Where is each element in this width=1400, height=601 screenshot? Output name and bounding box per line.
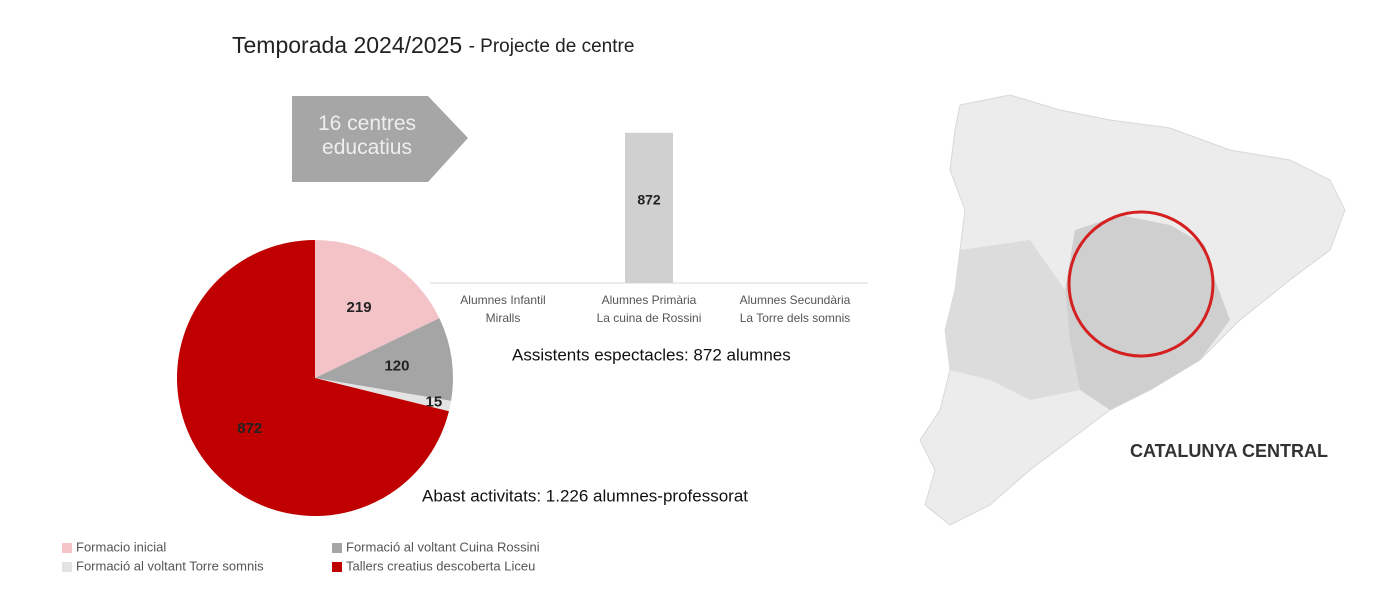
title: Temporada 2024/2025 - Projecte de centre bbox=[232, 32, 634, 58]
pie-caption: Abast activitats: 1.226 alumnes-professo… bbox=[422, 486, 748, 505]
callout-arrow bbox=[292, 96, 468, 182]
data-label: 872 bbox=[237, 420, 262, 437]
title-suffix: - Projecte de centre bbox=[469, 36, 635, 57]
bar-caption: Assistents espectacles: 872 alumnes bbox=[512, 345, 791, 364]
x-tick-label: Alumnes Infantil Miralls bbox=[460, 293, 546, 325]
map: CATALUNYA CENTRAL bbox=[919, 94, 1346, 526]
map-label: CATALUNYA CENTRAL bbox=[1130, 441, 1328, 461]
x-tick-label: Alumnes Secundària La Torre dels somnis bbox=[739, 293, 851, 325]
map-central bbox=[1065, 215, 1230, 410]
legend-swatch bbox=[62, 562, 72, 572]
map-area bbox=[945, 240, 1080, 400]
title-main: Temporada 2024/2025 bbox=[232, 32, 462, 58]
bar bbox=[625, 132, 673, 283]
x-tick-label: Alumnes Primària La cuina de Rossini bbox=[596, 293, 702, 325]
legend-label: Formacio inicial bbox=[76, 539, 166, 554]
pie-slice bbox=[315, 378, 452, 412]
data-label: 219 bbox=[347, 299, 372, 316]
data-label: 120 bbox=[384, 357, 409, 374]
legend-swatch bbox=[62, 543, 72, 553]
pie-slice bbox=[315, 240, 440, 378]
pie-slice bbox=[177, 240, 449, 516]
legend-label: Tallers creatius descoberta Liceu bbox=[346, 558, 535, 573]
legend-swatch bbox=[332, 543, 342, 553]
legend-label: Formació al voltant Torre somnis bbox=[76, 558, 264, 573]
callout-text: 16 centres educatius bbox=[317, 112, 417, 159]
legend-swatch bbox=[332, 562, 342, 572]
data-label: 15 bbox=[426, 394, 443, 411]
data-label: 872 bbox=[637, 192, 661, 208]
map-circle bbox=[1067, 210, 1215, 358]
pie-slice bbox=[315, 318, 453, 401]
legend-label: Formació al voltant Cuina Rossini bbox=[346, 539, 540, 554]
